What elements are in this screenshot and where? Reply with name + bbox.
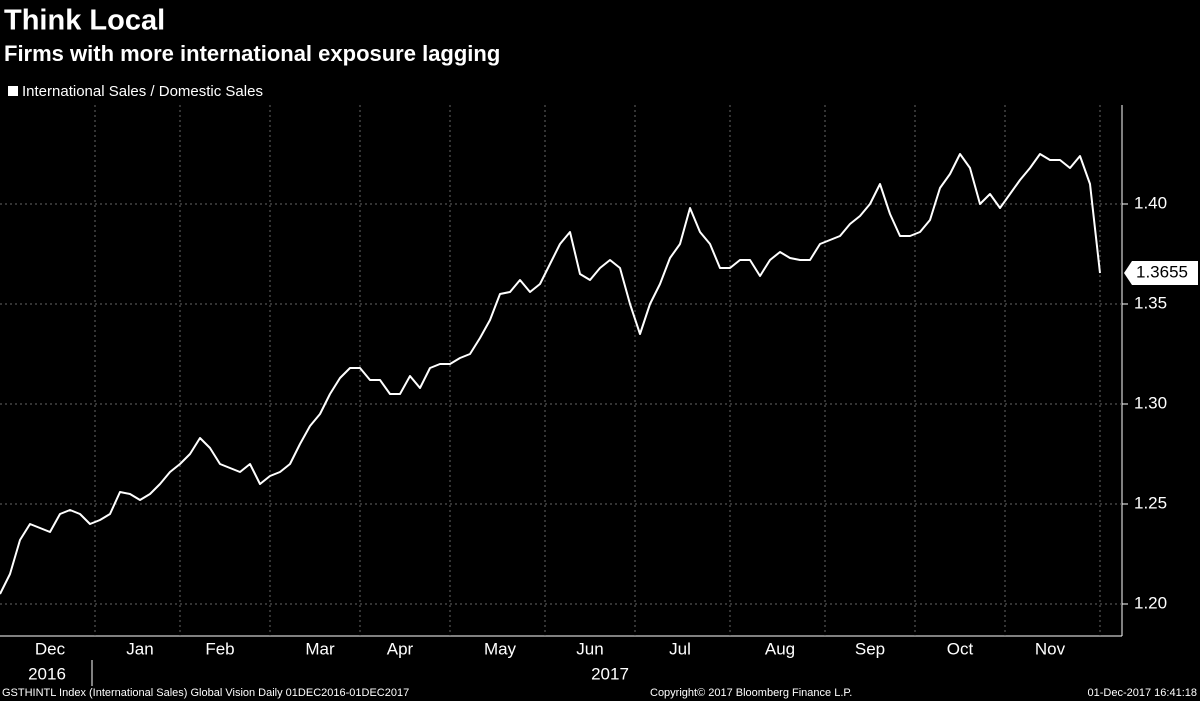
x-tick-label: Sep [855, 639, 885, 658]
y-tick-label: 1.20 [1134, 593, 1167, 612]
chart-title: Think Local [4, 5, 165, 37]
y-tick-label: 1.25 [1134, 493, 1167, 512]
last-value-label: 1.3655 [1136, 262, 1188, 281]
year-label: 2016 [28, 664, 66, 683]
footer-source: GSTHINTL Index (International Sales) Glo… [2, 687, 409, 699]
x-tick-label: Jan [126, 639, 153, 658]
legend-label: International Sales / Domestic Sales [22, 83, 263, 100]
x-tick-label: May [484, 639, 517, 658]
x-tick-label: Mar [305, 639, 335, 658]
y-tick-label: 1.35 [1134, 293, 1167, 312]
y-tick-label: 1.40 [1134, 193, 1167, 212]
y-tick-label: 1.30 [1134, 393, 1167, 412]
chart-subtitle: Firms with more international exposure l… [4, 41, 500, 66]
year-label: 2017 [591, 664, 629, 683]
x-tick-label: Oct [947, 639, 974, 658]
x-tick-label: Apr [387, 639, 414, 658]
last-value-box [1124, 261, 1198, 285]
x-tick-label: Nov [1035, 639, 1066, 658]
x-tick-label: Aug [765, 639, 795, 658]
x-tick-label: Jun [576, 639, 603, 658]
footer-copyright: Copyright© 2017 Bloomberg Finance L.P. [650, 687, 852, 699]
x-tick-label: Dec [35, 639, 66, 658]
legend-swatch [8, 86, 18, 96]
x-tick-label: Jul [669, 639, 691, 658]
data-line [0, 153, 1101, 595]
footer-timestamp: 01-Dec-2017 16:41:18 [1088, 687, 1197, 699]
x-tick-label: Feb [205, 639, 234, 658]
